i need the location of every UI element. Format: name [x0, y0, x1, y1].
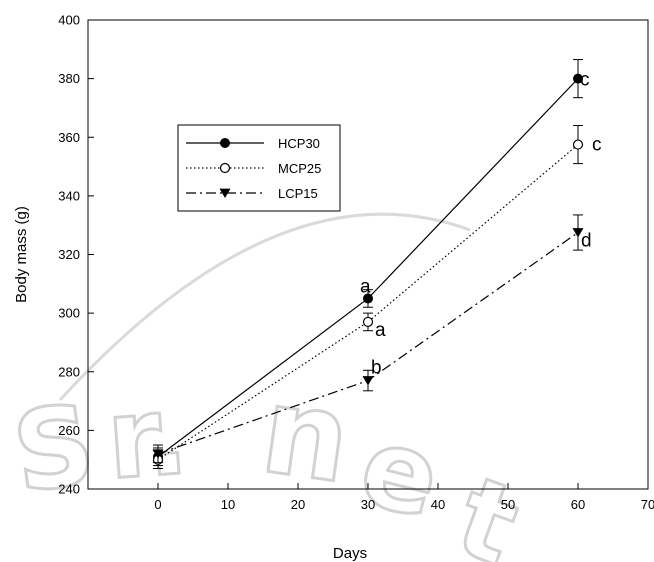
legend-marker	[219, 188, 231, 198]
y-tick-label: 240	[58, 482, 80, 497]
significance-label: d	[581, 231, 592, 252]
x-tick-label: 40	[431, 497, 445, 512]
significance-label: c	[580, 70, 590, 91]
data-point-lcp15	[572, 228, 584, 238]
y-tick-label: 380	[58, 71, 80, 86]
x-axis-title: Days	[333, 545, 367, 562]
watermark-glyph-n: n	[254, 361, 358, 511]
legend-label: HCP30	[278, 136, 320, 151]
legend: HCP30 MCP25 LCP15	[177, 124, 341, 212]
watermark-glyph-s: S	[6, 380, 102, 518]
series-lcp15: bd	[152, 214, 592, 464]
x-tick-label: 20	[291, 497, 305, 512]
watermark-glyph-r: r.	[103, 371, 192, 504]
y-axis-title: Body mass (g)	[13, 206, 30, 303]
data-point-mcp25	[362, 316, 374, 328]
series-line-lcp15	[157, 232, 579, 455]
legend-marker	[219, 162, 231, 174]
legend-label: LCP15	[278, 186, 318, 201]
data-point-hcp30	[363, 293, 373, 304]
legend-marker	[220, 138, 230, 148]
watermark-arc	[58, 212, 471, 402]
x-axis: 0 10 20 30 40 50 60 70	[154, 483, 654, 512]
y-tick-label: 360	[58, 130, 80, 145]
y-tick-label: 260	[58, 423, 80, 438]
legend-entry-lcp15: LCP15	[186, 186, 318, 201]
significance-label: c	[592, 135, 602, 156]
x-tick-label: 60	[571, 497, 585, 512]
x-tick-label: 50	[501, 497, 515, 512]
x-tick-label: 70	[641, 497, 654, 512]
y-tick-label: 300	[58, 306, 80, 321]
data-point-hcp30	[573, 73, 583, 84]
x-tick-label: 10	[221, 497, 235, 512]
legend-entry-mcp25: MCP25	[186, 161, 321, 176]
y-tick-label: 280	[58, 364, 80, 379]
significance-label: a	[375, 320, 386, 341]
significance-label: a	[360, 276, 371, 297]
x-tick-label: 30	[361, 497, 375, 512]
watermark-glyph-e: e	[349, 401, 452, 543]
data-point-mcp25	[572, 139, 584, 150]
y-tick-label: 340	[58, 188, 80, 203]
data-point-lcp15	[152, 449, 164, 459]
series-hcp30: ac	[153, 59, 590, 467]
watermark: S r. n e t	[4, 212, 536, 562]
y-tick-label: 320	[58, 247, 80, 262]
watermark-glyph-t: t	[441, 452, 534, 562]
data-point-lcp15	[362, 376, 374, 386]
legend-label: MCP25	[278, 161, 321, 176]
y-axis: 240 260 280 300 320 340 360 380 400	[58, 13, 94, 497]
x-tick-label: 0	[154, 497, 161, 512]
legend-entry-hcp30: HCP30	[186, 136, 320, 151]
y-tick-label: 400	[58, 13, 80, 28]
significance-label: b	[371, 358, 382, 379]
